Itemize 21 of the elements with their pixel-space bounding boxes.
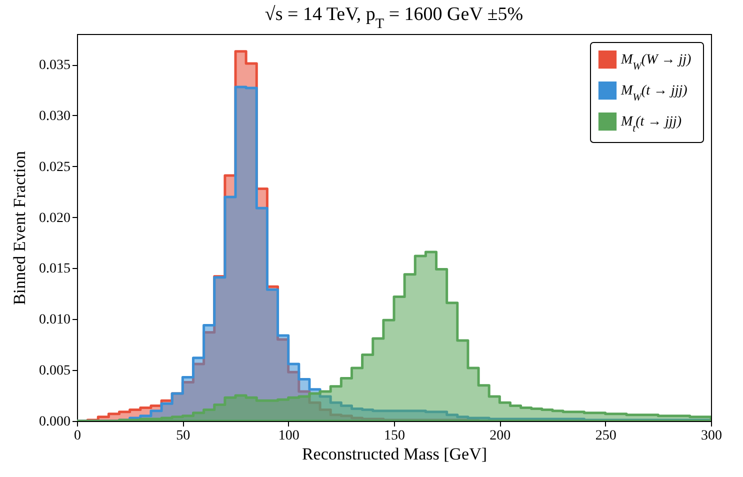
- x-axis-title: Reconstructed Mass [GeV]: [302, 444, 488, 464]
- chart-title: √s = 14 TeV, p$_{T}$ = 1600 GeV ±5%: [264, 4, 524, 32]
- y-tick-label: 0.010: [39, 312, 70, 328]
- x-tick-label: 100: [278, 428, 300, 444]
- y-tick-label: 0.015: [39, 262, 70, 277]
- y-tick-label: 0.000: [39, 414, 70, 430]
- x-tick-label: 250: [595, 428, 616, 444]
- x-tick-label: 0: [74, 428, 81, 444]
- y-tick-label: 0.025: [39, 160, 70, 175]
- x-tick-label: 50: [176, 428, 190, 444]
- legend-label: M$_{t}$(t → jjj): [620, 114, 682, 134]
- y-tick-label: 0.020: [39, 210, 70, 226]
- x-tick-label: 200: [490, 428, 511, 444]
- y-tick-label: 0.035: [39, 58, 70, 74]
- x-tick-label: 150: [384, 428, 405, 444]
- y-tick-label: 0.030: [39, 108, 70, 124]
- legend-label: M$_{W}$(W → jj): [620, 52, 692, 72]
- x-tick-label: 300: [701, 428, 722, 444]
- y-tick-label: 0.005: [39, 364, 70, 379]
- legend-label: M$_{W}$(t → jjj): [620, 84, 688, 103]
- y-axis-title: Binned Event Fraction: [10, 150, 29, 305]
